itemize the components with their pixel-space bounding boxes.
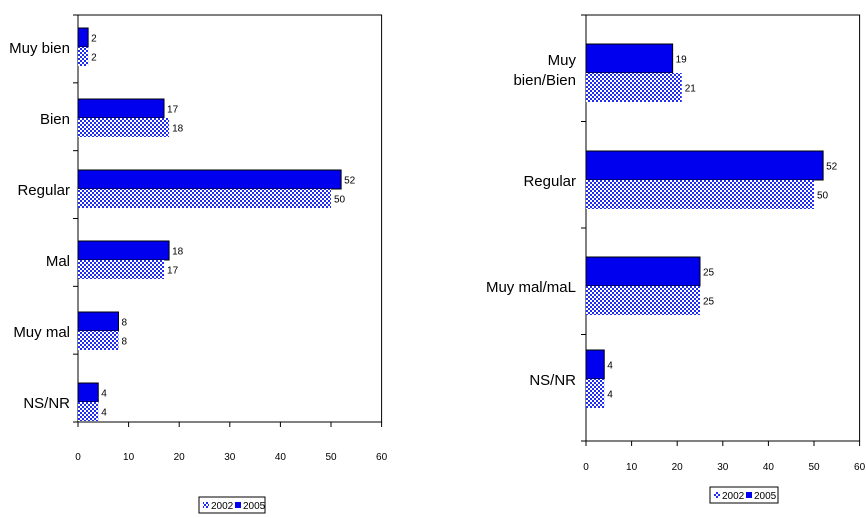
plot-frame [77, 14, 383, 423]
data-label-2002: 17 [167, 266, 179, 277]
data-label-2005: 25 [703, 268, 715, 279]
category-label: Muy bien/Bien [513, 52, 576, 89]
legend-label-2005: 2005 [243, 501, 266, 512]
x-tick-label: 0 [583, 462, 589, 473]
bar-2005 [77, 169, 342, 190]
bar-2005 [585, 349, 605, 380]
bar-2002 [78, 402, 99, 421]
bar-2005 [585, 150, 824, 181]
legend-swatch-2005 [235, 502, 241, 508]
data-label-2005: 52 [344, 176, 356, 187]
legend-box [198, 496, 266, 514]
bar-2005 [585, 43, 674, 74]
x-tick-label: 10 [123, 452, 135, 463]
category-label: Muy mal/maL [486, 279, 576, 296]
bar-2005 [77, 240, 170, 261]
left-chart: 0 10 20 30 40 50 60 Muy bien 2 2 Bien 17 18 Regular 52… [9, 14, 388, 514]
bar-2002 [78, 118, 170, 137]
data-label-2005: 8 [121, 318, 127, 329]
data-label-2005: 4 [101, 389, 107, 400]
legend-label-2005: 2005 [754, 491, 777, 502]
data-label-2005: 2 [91, 34, 97, 45]
bar-2002 [78, 260, 165, 279]
data-label-2005: 19 [676, 55, 688, 66]
category-label: Regular [523, 173, 576, 190]
x-tick-label: 50 [325, 452, 337, 463]
bar-2005 [77, 311, 119, 332]
data-label-2002: 4 [101, 408, 107, 419]
legend-swatch-2005 [746, 492, 752, 498]
x-tick-label: 30 [224, 452, 236, 463]
data-label-2002: 25 [703, 297, 715, 308]
legend-swatch-2002 [714, 492, 720, 498]
x-tick-label: 20 [174, 452, 186, 463]
data-label-2005: 52 [826, 162, 838, 173]
data-label-2005: 4 [607, 361, 613, 372]
data-label-2002: 8 [121, 337, 127, 348]
legend-swatch-2002 [203, 502, 209, 508]
bar-2005 [77, 382, 99, 403]
category-label: NS/NR [529, 372, 576, 389]
x-tick-label: 30 [717, 462, 729, 473]
x-tick-label: 40 [763, 462, 775, 473]
data-label-2002: 4 [607, 390, 613, 401]
bar-2002 [78, 331, 119, 350]
x-tick-label: 50 [808, 462, 820, 473]
x-tick-label: 10 [626, 462, 638, 473]
x-tick-label: 60 [376, 452, 388, 463]
bar-2005 [77, 27, 89, 48]
data-label-2002: 18 [172, 124, 184, 135]
data-label-2005: 18 [172, 247, 184, 258]
data-label-2002: 50 [817, 191, 829, 202]
bar-2002 [586, 180, 814, 209]
legend: 2002 2005 [198, 496, 266, 514]
bar-2005 [585, 256, 701, 287]
category-label: Bien [40, 111, 70, 128]
bar-2002 [78, 189, 331, 208]
bar-2002 [586, 73, 682, 102]
x-tick-label: 40 [275, 452, 287, 463]
category-label: Mal [46, 253, 70, 270]
category-label: NS/NR [23, 395, 70, 412]
category-label: Regular [17, 182, 70, 199]
data-label-2002: 2 [91, 53, 97, 64]
legend-label-2002: 2002 [211, 501, 234, 512]
bar-2005 [77, 98, 165, 119]
category-label: Muy mal [13, 324, 70, 341]
legend: 2002 2005 [709, 486, 779, 504]
bar-2002 [586, 286, 700, 315]
data-label-2002: 50 [334, 195, 346, 206]
bar-2002 [586, 379, 605, 408]
data-label-2002: 21 [685, 84, 697, 95]
right-chart: 0 10 20 30 40 50 60 Muy bien/Bien 19 21 Regular 52 50… [486, 14, 866, 504]
category-label: Muy bien [9, 40, 70, 57]
x-tick-label: 20 [672, 462, 684, 473]
x-tick-label: 60 [854, 462, 866, 473]
x-tick-label: 0 [75, 452, 81, 463]
legend-label-2002: 2002 [722, 491, 745, 502]
bar-2002 [78, 47, 89, 66]
legend-box [709, 486, 779, 504]
data-label-2005: 17 [167, 105, 179, 116]
